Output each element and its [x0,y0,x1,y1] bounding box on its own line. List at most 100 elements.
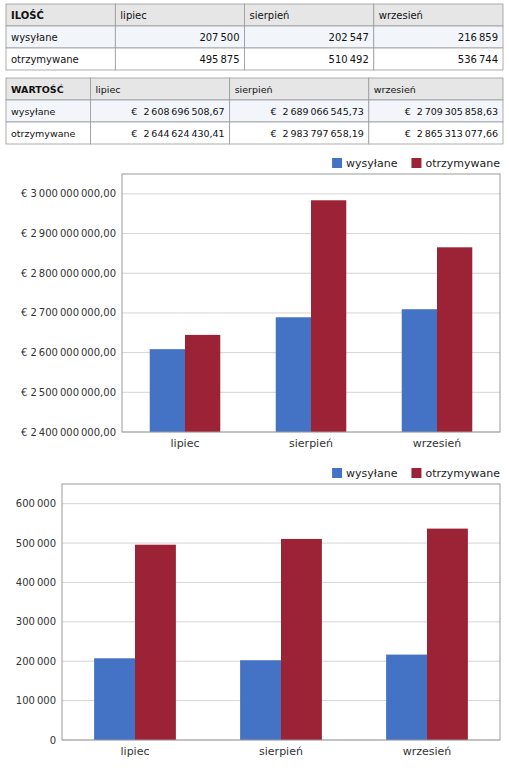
table-row-label: wysyłane [11,106,56,117]
table: WARTOŚĆ lipiec sierpień wrzesień wysyłane € 2… [6,78,503,144]
plot-frame [122,174,500,432]
table-cell-text: € 2 983 797 658,19 [270,128,363,139]
table-cell [374,48,503,70]
table-cell [115,26,244,48]
bar [276,317,311,432]
table-row-label-cell [6,26,115,48]
grid-line [122,193,500,194]
bar [402,309,437,432]
table-cell-text: 536 744 [458,54,498,65]
legend: wysyłane otrzymywane [332,467,500,480]
legend-swatch [411,158,421,168]
x-tick-label: wrzesień [413,437,462,450]
y-tick-label: 600 000 [16,498,56,509]
bar [427,529,468,740]
y-tick-label: 400 000 [16,577,56,588]
bar [311,200,346,432]
table-row-label: otrzymywane [11,54,79,65]
plot-frame [62,484,500,740]
table-row-label-cell [6,100,90,122]
bar [185,335,220,432]
bar-chart: 0 100 000 200 000 300 000 400 000 500 000 600 … [16,467,500,759]
table-header-text: sierpień [250,10,290,21]
x-tick-label: sierpień [259,745,303,758]
table-header-text: lipiec [120,10,146,21]
bars [94,529,468,740]
table-cell-text: 216 859 [458,32,498,43]
y-tick-label: 100 000 [16,695,56,706]
table-row-label-cell [6,122,90,144]
y-tick-label: € 2 500 000 000,00 [21,387,116,398]
y-tick-label: € 2 600 000 000,00 [21,347,116,358]
legend-swatch [411,468,421,478]
table-cell-text: 207 500 [199,32,239,43]
table-cell [245,26,374,48]
table-header-text: wrzesień [374,84,416,95]
bar [94,658,135,740]
table-header-cell [369,78,503,100]
bar [281,539,322,740]
bar [386,655,427,740]
table-cell-text: € 2 709 305 858,63 [405,106,498,117]
table-cell [115,48,244,70]
table-header-text: lipiec [95,84,120,95]
table-cell [369,122,503,144]
grid-line [62,503,500,504]
table-cell [245,48,374,70]
y-tick-label: 500 000 [16,538,56,549]
legend-swatch [332,158,342,168]
bar-chart: € 2 400 000 000,00 € 2 500 000 000,00 € 2 … [21,157,500,768]
table-cell [90,100,229,122]
x-tick-label: sierpień [289,437,333,450]
y-tick-label: 300 000 [16,616,56,627]
table-cell [374,26,503,48]
table-header-cell [90,78,229,100]
table: ILOŚĆ lipiec sierpień wrzesień wysyłane 207 5… [6,4,503,70]
y-tick-label: € 2 400 000 000,00 [21,427,116,438]
table-header-cell [374,4,503,26]
table-cell-text: 510 492 [329,54,369,65]
table-cell-text: € 2 644 624 430,41 [131,128,224,139]
legend-label: otrzymywane [425,157,500,170]
legend-swatch [332,468,342,478]
bar [240,660,281,740]
y-tick-label: € 3 000 000 000,00 [21,188,116,199]
y-tick-label: 200 000 [16,656,56,667]
bar [150,349,185,432]
legend-label: wysyłane [346,467,398,480]
table-header-cell [115,4,244,26]
table-row-label: wysyłane [11,32,58,43]
table-header-cell [245,4,374,26]
legend-label: otrzymywane [425,467,500,480]
table-header-cell [6,4,115,26]
table-cell [369,100,503,122]
legend-label: wysyłane [346,157,398,170]
figure: ILOŚĆ lipiec sierpień wrzesień wysyłane 207 5… [0,0,509,768]
table-header-cell [230,78,369,100]
table-cell-text: € 2 689 066 545,73 [270,106,363,117]
table-header-text: WARTOŚĆ [11,84,64,95]
y-tick-label: 0 [50,735,56,746]
table-cell-text: 495 875 [199,54,239,65]
table-cell-text: € 2 865 313 077,66 [405,128,498,139]
table-cell-text: 202 547 [329,32,369,43]
legend: wysyłane otrzymywane [332,157,500,170]
table-cell [230,122,369,144]
table-header-cell [6,78,90,100]
y-tick-label: € 2 900 000 000,00 [21,228,116,239]
y-tick-label: € 2 700 000 000,00 [21,307,116,318]
table-cell [90,122,229,144]
x-tick-label: lipiec [121,745,150,758]
table-row-label-cell [6,48,115,70]
table-header-text: sierpień [235,84,273,95]
x-tick-label: lipiec [171,437,200,450]
table-cell [230,100,369,122]
bar [437,247,472,432]
table-header-text: wrzesień [379,10,423,21]
table-header-text: ILOŚĆ [11,9,44,21]
x-tick-label: wrzesień [403,745,452,758]
table-cell-text: € 2 608 696 508,67 [131,106,224,117]
table-row-label: otrzymywane [11,128,76,139]
bars [150,200,473,432]
bar [135,545,176,740]
